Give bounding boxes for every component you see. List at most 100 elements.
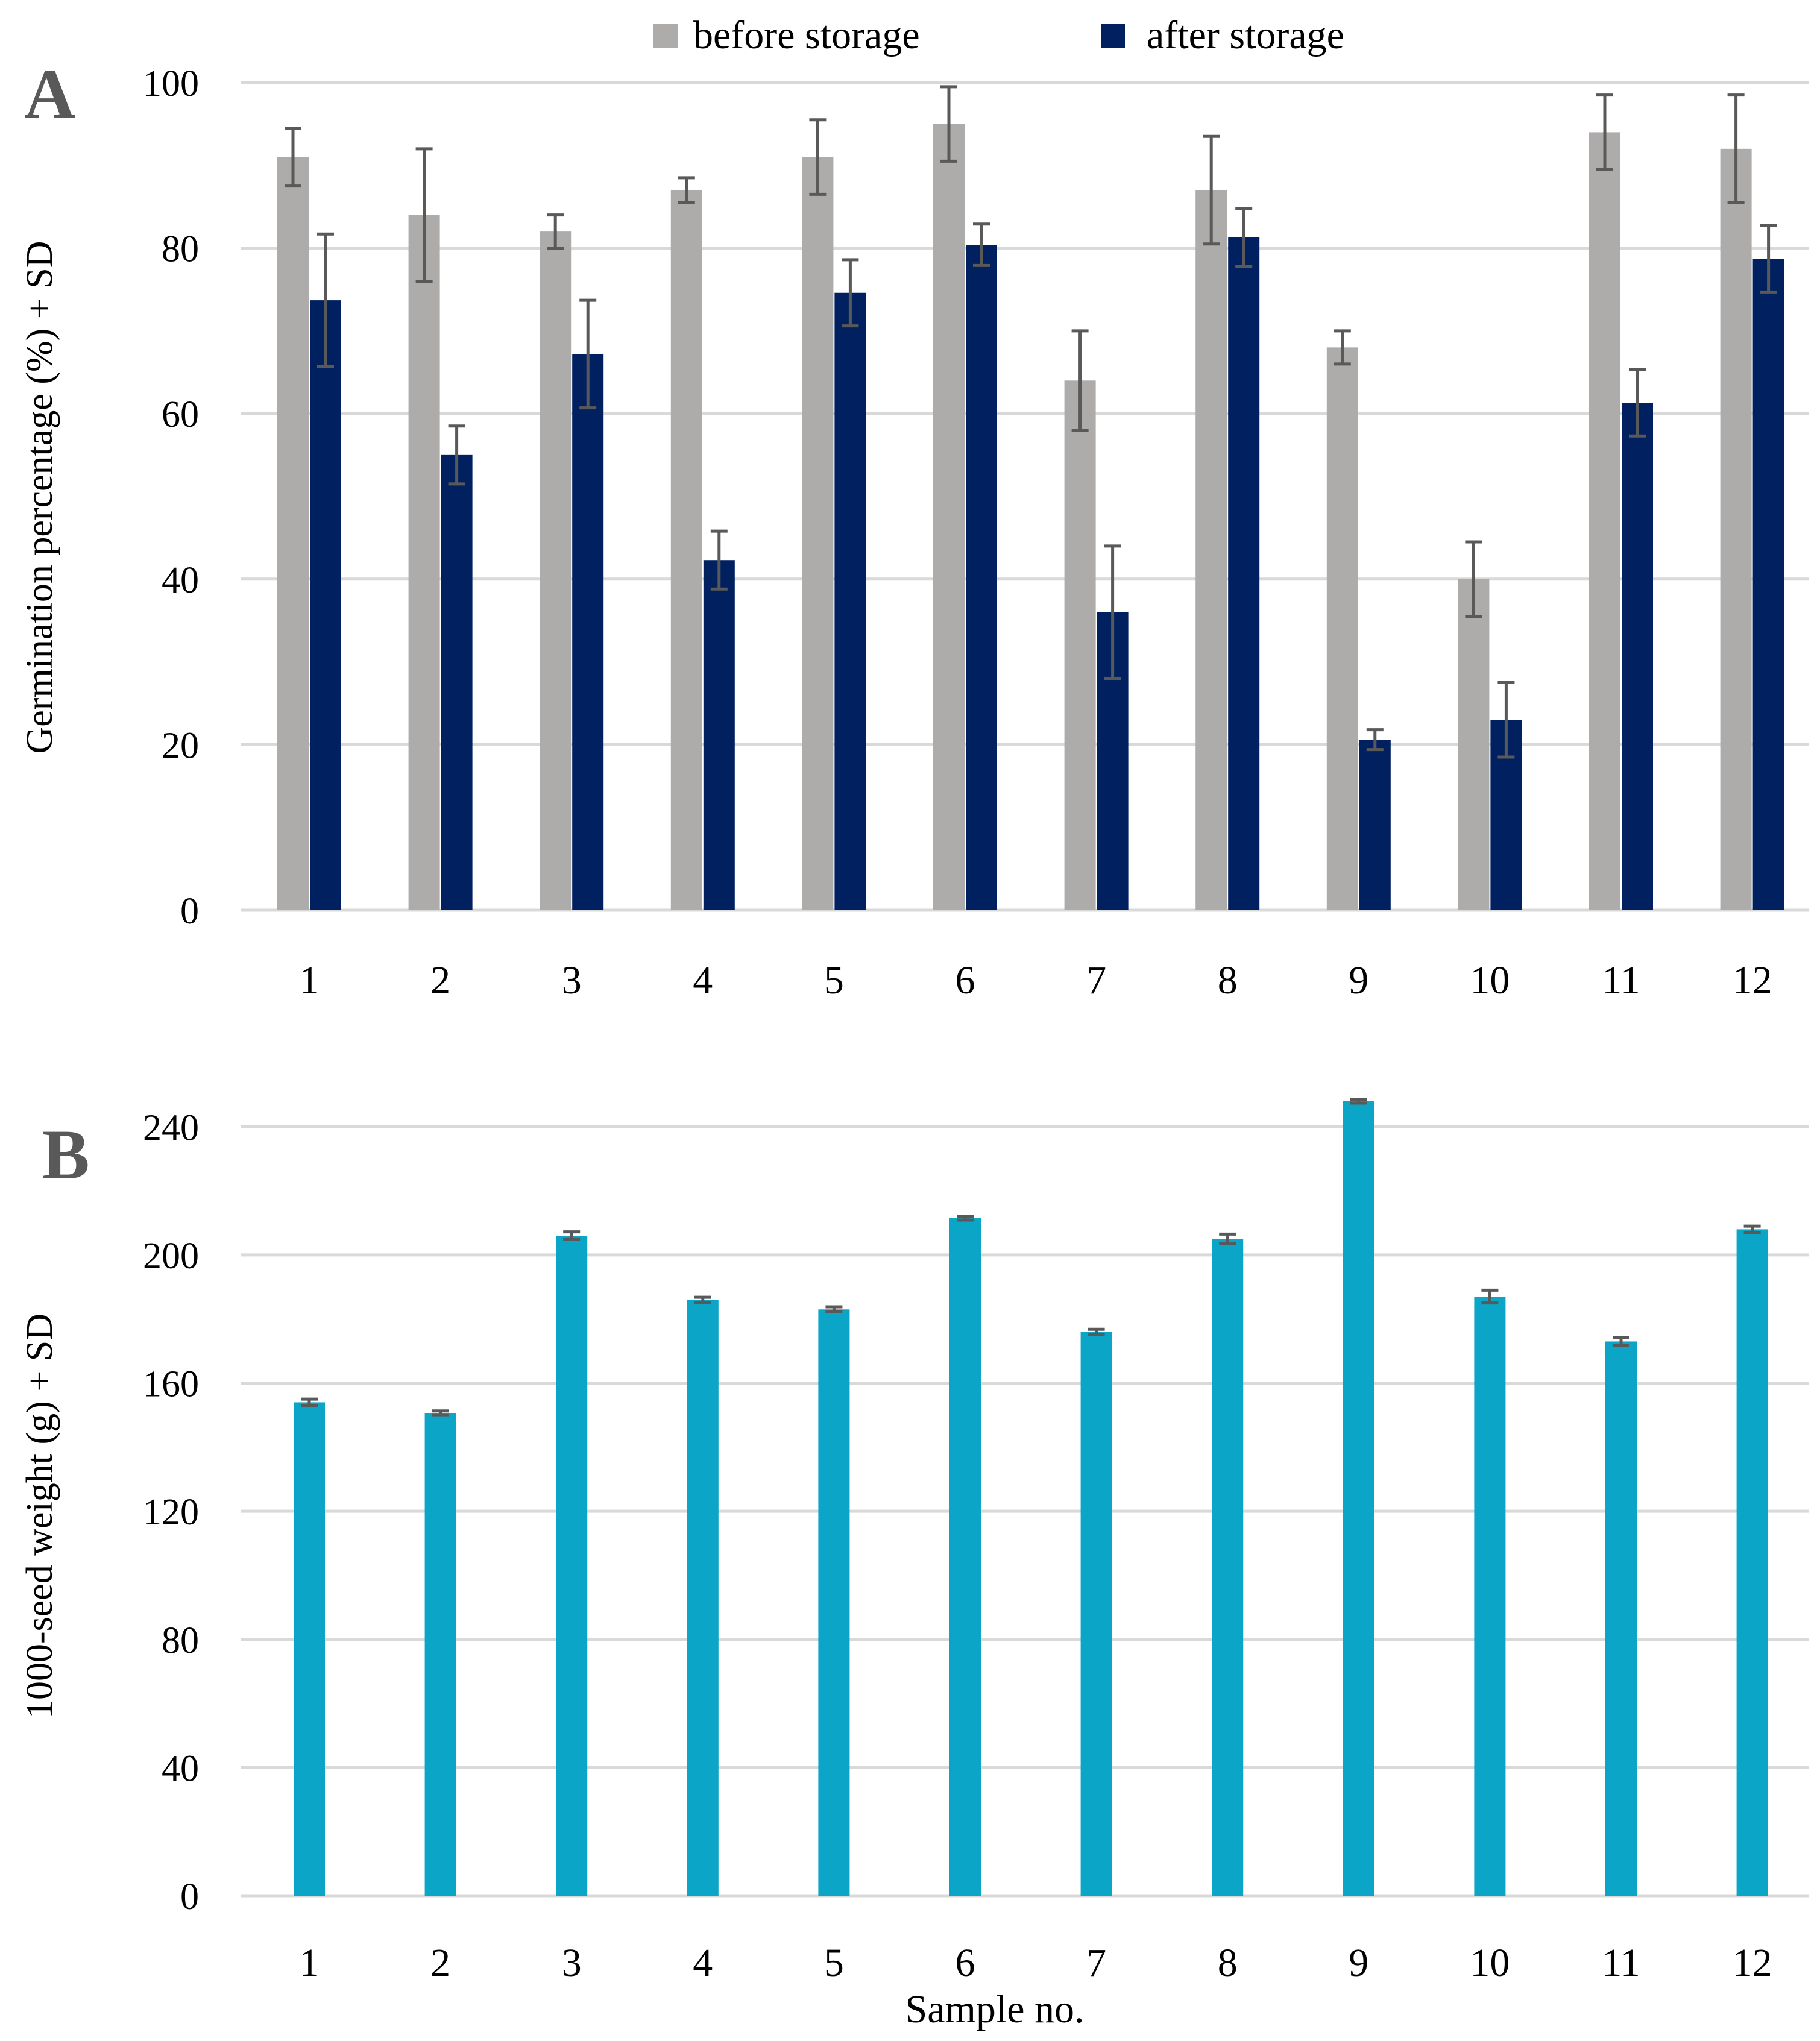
y-tick-label: 20 — [162, 725, 199, 766]
bar-after-storage — [1359, 740, 1391, 910]
bar-before-storage — [408, 215, 440, 911]
error-bar — [1465, 540, 1482, 618]
y-tick-label: 240 — [143, 1107, 199, 1148]
error-bar — [415, 147, 433, 283]
panel-b-seed-weight-chart: B 1000-seed weight (g) + SD 0 40 80 120 160 2… — [19, 1098, 1809, 2031]
bar-before-storage — [1458, 579, 1490, 910]
panel-b-y-tick-labels: 0 40 80 120 160 200 240 — [143, 1107, 199, 1917]
bar-seed-weight — [818, 1309, 850, 1896]
panel-a-label: A — [24, 54, 75, 133]
x-tick-label: 4 — [693, 1941, 713, 1985]
error-bar — [694, 1295, 711, 1304]
panel-b-error-bars — [301, 1098, 1761, 1417]
bar-after-storage — [310, 300, 341, 910]
x-tick-label: 9 — [1349, 958, 1368, 1002]
y-tick-label: 60 — [162, 394, 199, 435]
x-tick-label: 1 — [300, 1941, 320, 1985]
error-bar — [973, 222, 990, 267]
error-bar — [940, 85, 957, 163]
bar-seed-weight — [1605, 1341, 1637, 1896]
x-tick-label: 10 — [1470, 958, 1510, 1002]
error-bar — [1629, 368, 1646, 438]
bar-before-storage — [277, 157, 309, 910]
legend-label-after: after storage — [1147, 13, 1344, 57]
error-bar — [710, 529, 728, 591]
x-tick-label: 12 — [1733, 958, 1772, 1002]
bar-seed-weight — [1343, 1101, 1374, 1896]
error-bar — [285, 127, 301, 188]
bar-seed-weight — [949, 1218, 981, 1896]
error-bar — [563, 1230, 581, 1241]
legend: before storage after storage — [653, 13, 1344, 57]
error-bar — [1497, 681, 1515, 759]
bar-before-storage — [670, 190, 702, 910]
x-tick-label: 11 — [1602, 958, 1640, 1002]
error-bar — [1760, 224, 1777, 294]
x-tick-label: 3 — [562, 958, 582, 1002]
bar-seed-weight — [1080, 1332, 1112, 1896]
y-tick-label: 40 — [162, 1748, 199, 1789]
bar-seed-weight — [687, 1300, 719, 1896]
x-tick-label: 4 — [693, 958, 713, 1002]
panel-a-germination-chart: A Germination percentage (%) + SD before… — [19, 13, 1809, 1002]
x-tick-label: 12 — [1733, 1941, 1772, 1985]
x-tick-label: 10 — [1470, 1941, 1510, 1985]
panel-b-label: B — [42, 1115, 90, 1194]
panel-b-y-axis-label: 1000-seed weight (g) + SD — [19, 1313, 60, 1719]
bar-before-storage — [1720, 148, 1752, 911]
bar-after-storage — [703, 560, 735, 910]
error-bar — [1334, 329, 1351, 366]
x-tick-label: 6 — [956, 1941, 975, 1985]
error-bar — [547, 213, 564, 250]
y-tick-label: 80 — [162, 229, 199, 270]
bar-after-storage — [1228, 237, 1260, 911]
bar-before-storage — [1326, 347, 1358, 910]
x-tick-label: 7 — [1086, 1941, 1106, 1985]
bar-seed-weight — [294, 1402, 325, 1896]
error-bar — [579, 298, 597, 410]
panel-a-y-axis-label: Germination percentage (%) + SD — [19, 241, 60, 754]
panel-a-x-tick-labels: 1 2 3 4 5 6 7 8 9 10 11 12 — [300, 958, 1772, 1002]
error-bar — [1613, 1336, 1629, 1347]
legend-swatch-before — [653, 24, 678, 48]
error-bar — [1743, 1224, 1761, 1234]
x-tick-label: 2 — [430, 1941, 450, 1985]
y-tick-label: 160 — [143, 1364, 199, 1405]
x-tick-label: 5 — [824, 958, 844, 1002]
x-tick-label: 7 — [1086, 958, 1106, 1002]
x-tick-label: 8 — [1218, 1941, 1238, 1985]
x-tick-label: 9 — [1349, 1941, 1368, 1985]
error-bar — [1366, 728, 1384, 752]
y-tick-label: 0 — [180, 1876, 199, 1917]
x-tick-label: 8 — [1218, 958, 1238, 1002]
panel-b-gridlines — [241, 1125, 1809, 1898]
bar-seed-weight — [1736, 1229, 1768, 1896]
x-tick-label: 6 — [956, 958, 975, 1002]
error-bar — [1481, 1288, 1499, 1305]
x-tick-label: 11 — [1602, 1941, 1640, 1985]
y-tick-label: 0 — [180, 891, 199, 932]
bar-after-storage — [572, 354, 604, 910]
error-bar — [825, 1305, 843, 1314]
x-tick-label: 1 — [300, 958, 320, 1002]
bar-before-storage — [1589, 132, 1620, 910]
bar-before-storage — [933, 124, 965, 910]
x-tick-label: 5 — [824, 1941, 844, 1985]
bar-after-storage — [1622, 403, 1653, 910]
bar-seed-weight — [1212, 1239, 1244, 1896]
bar-after-storage — [834, 292, 866, 911]
x-axis-label: Sample no. — [905, 1987, 1085, 2031]
error-bar — [1071, 329, 1089, 432]
panel-a-gridlines — [241, 81, 1809, 912]
error-bar — [1727, 93, 1745, 204]
bar-after-storage — [441, 454, 473, 910]
error-bar — [842, 258, 859, 328]
error-bar — [301, 1397, 318, 1407]
error-bar — [432, 1409, 449, 1417]
panel-a-bars — [277, 124, 1784, 911]
error-bar — [317, 232, 334, 368]
bar-seed-weight — [424, 1412, 456, 1896]
bar-after-storage — [1752, 259, 1784, 911]
bar-after-storage — [966, 245, 997, 910]
